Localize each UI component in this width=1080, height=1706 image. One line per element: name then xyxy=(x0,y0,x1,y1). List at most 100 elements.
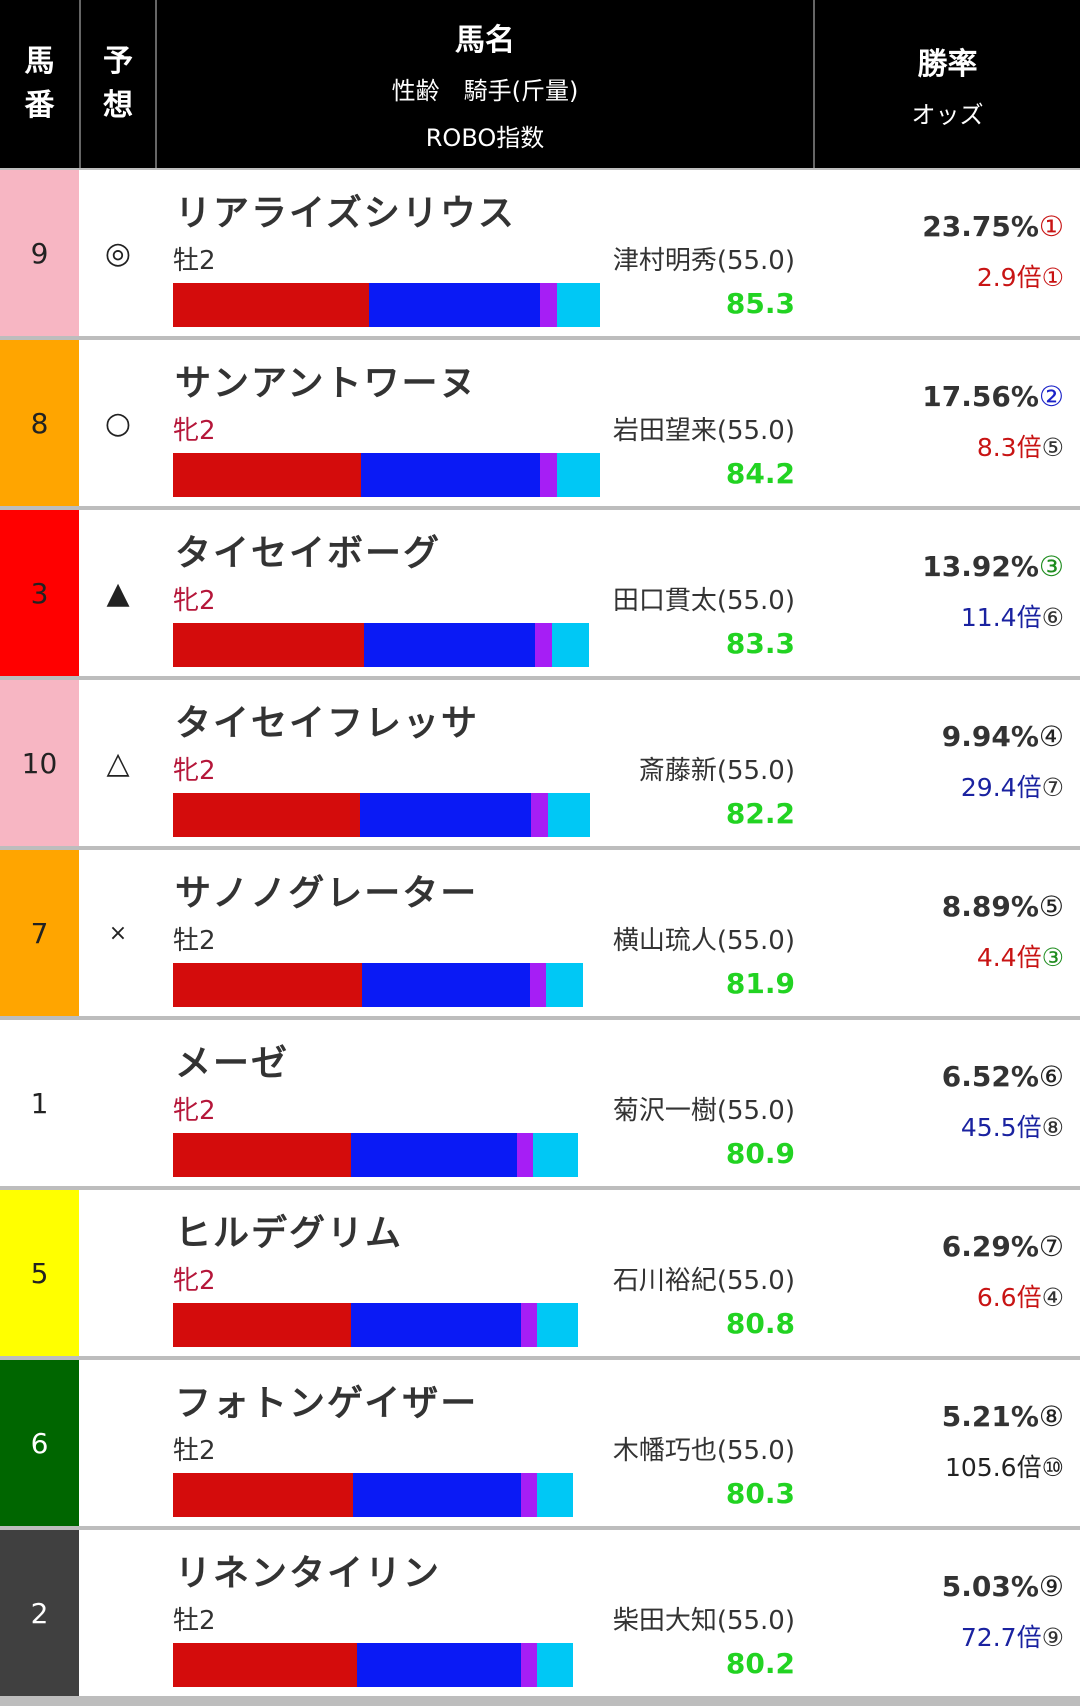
jockey-weight: 木幡巧也(55.0) xyxy=(612,1436,795,1466)
horse-name[interactable]: リネンタイリン xyxy=(175,1553,442,1594)
bar-segment-purple xyxy=(535,623,552,667)
odds-rank: ⑥ xyxy=(1041,603,1064,632)
win-rate-value: 23.75% xyxy=(922,210,1039,243)
horse-info: フォトンゲイザー 牡2 木幡巧也(55.0) 80.3 xyxy=(157,1360,813,1526)
robo-index-value: 85.3 xyxy=(725,287,795,320)
horse-name[interactable]: フォトンゲイザー xyxy=(175,1383,479,1424)
bar-segment-purple xyxy=(540,453,557,497)
bar-segment-blue xyxy=(364,623,535,667)
odds-value: 72.7倍 xyxy=(960,1623,1042,1652)
table-row[interactable]: 5 ヒルデグリム 牝2 石川裕紀(55.0) 80.8 6.29%⑦ 6.6倍④ xyxy=(0,1190,1080,1356)
win-odds-cell: 9.94%④ 29.4倍⑦ xyxy=(815,680,1080,846)
header-horse-name: 馬名 性齢 騎手(斤量) ROBO指数 xyxy=(157,0,815,168)
odds: 8.3倍⑤ xyxy=(977,428,1064,464)
table-row[interactable]: 6 フォトンゲイザー 牡2 木幡巧也(55.0) 80.3 5.21%⑧ 105.6倍⑩ xyxy=(0,1360,1080,1526)
win-rate: 5.21%⑧ xyxy=(942,1400,1064,1433)
robo-index-value: 82.2 xyxy=(725,797,795,830)
table-header: 馬番 予想 馬名 性齢 騎手(斤量) ROBO指数 勝率 オッズ xyxy=(0,0,1080,168)
table-row[interactable]: 2 リネンタイリン 牡2 柴田大知(55.0) 80.2 5.03%⑨ 72.7倍⑨ xyxy=(0,1530,1080,1696)
horse-info: ヒルデグリム 牝2 石川裕紀(55.0) 80.8 xyxy=(157,1190,813,1356)
bar-segment-blue xyxy=(369,283,540,327)
win-odds-cell: 5.21%⑧ 105.6倍⑩ xyxy=(815,1360,1080,1526)
prediction-mark xyxy=(81,1360,155,1526)
win-odds-cell: 8.89%⑤ 4.4倍③ xyxy=(815,850,1080,1016)
prediction-mark: × xyxy=(81,850,155,1016)
bar-segment-red xyxy=(173,963,362,1007)
bar-segment-blue xyxy=(357,1643,521,1687)
win-rate: 6.29%⑦ xyxy=(942,1230,1064,1263)
header-horse-number-label: 馬番 xyxy=(24,44,55,123)
robo-index-value: 80.8 xyxy=(725,1307,795,1340)
odds-rank: ⑩ xyxy=(1041,1453,1064,1482)
prediction-mark: ○ xyxy=(81,340,155,506)
sex-age: 牝2 xyxy=(173,416,216,446)
table-row[interactable]: 9 ◎ リアライズシリウス 牡2 津村明秀(55.0) 85.3 23.75%① 2.9倍① xyxy=(0,170,1080,336)
odds: 45.5倍⑧ xyxy=(961,1108,1064,1144)
horse-name[interactable]: サノノグレーター xyxy=(175,873,479,914)
robo-index-value: 80.2 xyxy=(725,1647,795,1680)
bar-segment-cyan xyxy=(537,1303,578,1347)
bar-segment-purple xyxy=(531,793,548,837)
table-row[interactable]: 10 △ タイセイフレッサ 牝2 斎藤新(55.0) 82.2 9.94%④ 29.4倍⑦ xyxy=(0,680,1080,846)
win-rate-value: 6.52% xyxy=(941,1060,1039,1093)
win-rate: 6.52%⑥ xyxy=(942,1060,1064,1093)
horse-info: メーゼ 牝2 菊沢一樹(55.0) 80.9 xyxy=(157,1020,813,1186)
odds-rank: ③ xyxy=(1041,943,1064,972)
bar-segment-red xyxy=(173,283,369,327)
horse-name[interactable]: メーゼ xyxy=(175,1043,290,1084)
bar-segment-purple xyxy=(521,1303,537,1347)
sex-age: 牝2 xyxy=(173,756,216,786)
table-row[interactable]: 8 ○ サンアントワーヌ 牝2 岩田望来(55.0) 84.2 17.56%② 8.3倍⑤ xyxy=(0,340,1080,506)
odds-value: 45.5倍 xyxy=(960,1113,1042,1142)
win-rate: 9.94%④ xyxy=(942,720,1064,753)
horse-number: 6 xyxy=(0,1360,79,1526)
win-odds-cell: 5.03%⑨ 72.7倍⑨ xyxy=(815,1530,1080,1696)
bar-segment-blue xyxy=(351,1133,517,1177)
odds: 4.4倍③ xyxy=(977,938,1064,974)
odds-rank: ① xyxy=(1041,263,1064,292)
sex-age: 牡2 xyxy=(173,1436,216,1466)
win-rate: 8.89%⑤ xyxy=(942,890,1064,923)
win-rate: 13.92%③ xyxy=(922,550,1064,583)
win-rate-value: 13.92% xyxy=(922,550,1039,583)
bar-segment-red xyxy=(173,793,360,837)
win-rate-rank: ④ xyxy=(1038,720,1064,753)
odds-rank: ⑨ xyxy=(1041,1623,1064,1652)
win-rate-rank: ⑧ xyxy=(1038,1400,1064,1433)
prediction-mark xyxy=(81,1190,155,1356)
table-row[interactable]: 7 × サノノグレーター 牡2 横山琉人(55.0) 81.9 8.89%⑤ 4.4倍③ xyxy=(0,850,1080,1016)
robo-index-value: 84.2 xyxy=(725,457,795,490)
horse-name[interactable]: サンアントワーヌ xyxy=(175,363,478,404)
prediction-mark: △ xyxy=(81,680,155,846)
horse-name[interactable]: タイセイフレッサ xyxy=(175,703,480,744)
bar-segment-red xyxy=(173,453,361,497)
odds: 6.6倍④ xyxy=(977,1278,1064,1314)
win-rate: 5.03%⑨ xyxy=(942,1570,1064,1603)
win-rate-value: 5.21% xyxy=(941,1400,1039,1433)
odds-rank: ⑧ xyxy=(1041,1113,1064,1142)
win-rate-value: 6.29% xyxy=(941,1230,1039,1263)
odds-value: 2.9倍 xyxy=(976,263,1042,292)
bar-segment-cyan xyxy=(537,1473,573,1517)
horse-number: 9 xyxy=(0,170,79,336)
win-rate-value: 17.56% xyxy=(922,380,1039,413)
robo-index-bar xyxy=(173,623,589,667)
prediction-mark xyxy=(81,1020,155,1186)
header-odds-label: オッズ xyxy=(911,100,984,129)
horse-number: 1 xyxy=(0,1020,79,1186)
horse-number: 2 xyxy=(0,1530,79,1696)
horse-name[interactable]: ヒルデグリム xyxy=(175,1213,404,1254)
header-horse-number: 馬番 xyxy=(0,0,81,168)
bar-segment-purple xyxy=(540,283,557,327)
win-rate-rank: ② xyxy=(1038,380,1064,413)
horse-name[interactable]: リアライズシリウス xyxy=(175,193,516,234)
bar-segment-purple xyxy=(530,963,546,1007)
horse-name[interactable]: タイセイボーグ xyxy=(175,533,442,574)
bar-segment-blue xyxy=(351,1303,521,1347)
bar-segment-cyan xyxy=(548,793,590,837)
table-row[interactable]: 3 ▲ タイセイボーグ 牝2 田口貫太(55.0) 83.3 13.92%③ 11.4倍⑥ xyxy=(0,510,1080,676)
win-rate: 17.56%② xyxy=(922,380,1064,413)
win-odds-cell: 6.29%⑦ 6.6倍④ xyxy=(815,1190,1080,1356)
header-horse-name-label: 馬名 xyxy=(455,23,515,58)
table-row[interactable]: 1 メーゼ 牝2 菊沢一樹(55.0) 80.9 6.52%⑥ 45.5倍⑧ xyxy=(0,1020,1080,1186)
